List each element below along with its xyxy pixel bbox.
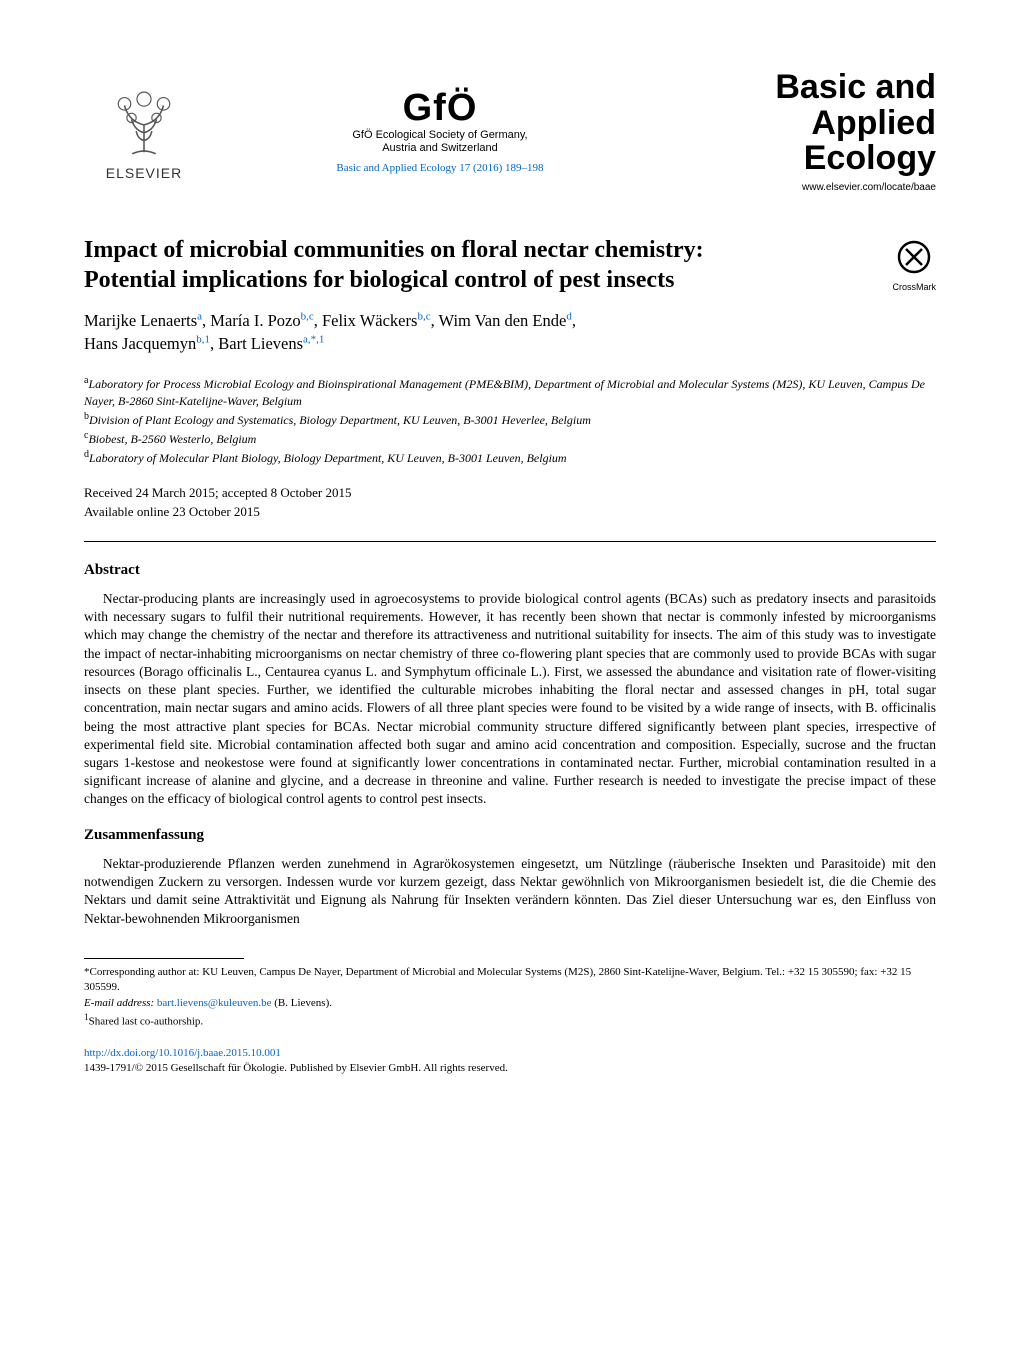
journal-title: Basic and Applied Ecology — [676, 70, 936, 177]
journal-website: www.elsevier.com/locate/baae — [802, 181, 936, 195]
email-label: E-mail address: — [84, 997, 154, 1009]
zusammenfassung-heading: Zusammenfassung — [84, 825, 936, 845]
gfo-sub-line1: GfÖ Ecological Society of Germany, — [352, 129, 527, 141]
received-accepted: Received 24 March 2015; accepted 8 Octob… — [84, 484, 936, 502]
affiliation: cBiobest, B-2560 Westerlo, Belgium — [84, 429, 936, 448]
gfo-subtitle: GfÖ Ecological Society of Germany, Austr… — [352, 129, 527, 155]
journal-header: ELSEVIER GfÖ GfÖ Ecological Society of G… — [84, 70, 936, 195]
publisher-logo-block: ELSEVIER — [84, 82, 204, 183]
email-author-name: (B. Lievens). — [274, 997, 332, 1009]
affiliation: bDivision of Plant Ecology and Systemati… — [84, 410, 936, 429]
elsevier-label: ELSEVIER — [106, 164, 182, 183]
gfo-logo-text: GfÖ — [403, 89, 478, 127]
available-online: Available online 23 October 2015 — [84, 503, 936, 521]
horizontal-rule — [84, 541, 936, 542]
gfo-sub-line2: Austria and Switzerland — [382, 142, 498, 154]
abstract-text: Nectar-producing plants are increasingly… — [84, 590, 936, 809]
shared-authorship-note: 1Shared last co-authorship. — [84, 1011, 936, 1030]
bae-line2: Applied Ecology — [804, 104, 936, 178]
email-line: E-mail address: bart.lievens@kuleuven.be… — [84, 996, 936, 1011]
corresponding-author-note: *Corresponding author at: KU Leuven, Cam… — [84, 965, 936, 996]
author: Felix Wäckersb,c — [322, 311, 431, 330]
crossmark-badge[interactable]: CrossMark — [892, 239, 936, 293]
elsevier-tree-icon — [105, 82, 183, 160]
zusammenfassung-text: Nektar-produzierende Pflanzen werden zun… — [84, 855, 936, 928]
title-line1: Impact of microbial communities on flora… — [84, 237, 704, 263]
author: Marijke Lenaertsa — [84, 311, 202, 330]
affiliation: aLaboratory for Process Microbial Ecolog… — [84, 374, 936, 410]
affiliations: aLaboratory for Process Microbial Ecolog… — [84, 374, 936, 466]
author-list: Marijke Lenaertsa, María I. Pozob,c, Fel… — [84, 309, 936, 357]
footnote-rule — [84, 958, 244, 959]
affiliation: dLaboratory of Molecular Plant Biology, … — [84, 448, 936, 467]
abstract-heading: Abstract — [84, 560, 936, 580]
copyright-line: 1439-1791/© 2015 Gesellschaft für Ökolog… — [84, 1061, 936, 1076]
journal-title-block: Basic and Applied Ecology www.elsevier.c… — [676, 70, 936, 195]
society-logo-block: GfÖ GfÖ Ecological Society of Germany, A… — [310, 89, 570, 176]
doi-copyright-block: http://dx.doi.org/10.1016/j.baae.2015.10… — [84, 1046, 936, 1077]
bae-line1: Basic and — [775, 68, 936, 106]
author: Hans Jacquemynb,1 — [84, 334, 210, 353]
title-row: Impact of microbial communities on flora… — [84, 235, 936, 295]
crossmark-label: CrossMark — [892, 281, 936, 293]
journal-reference-link[interactable]: Basic and Applied Ecology 17 (2016) 189–… — [336, 161, 543, 176]
article-dates: Received 24 March 2015; accepted 8 Octob… — [84, 484, 936, 520]
author: Wim Van den Ended — [439, 311, 572, 330]
article-title: Impact of microbial communities on flora… — [84, 235, 704, 295]
title-line2: Potential implications for biological co… — [84, 267, 674, 293]
footnotes: *Corresponding author at: KU Leuven, Cam… — [84, 965, 936, 1030]
doi-link[interactable]: http://dx.doi.org/10.1016/j.baae.2015.10… — [84, 1047, 281, 1059]
crossmark-icon — [894, 239, 934, 279]
author: Bart Lievensa,*,1 — [218, 334, 324, 353]
author: María I. Pozob,c — [210, 311, 313, 330]
corresponding-email-link[interactable]: bart.lievens@kuleuven.be — [157, 997, 272, 1009]
